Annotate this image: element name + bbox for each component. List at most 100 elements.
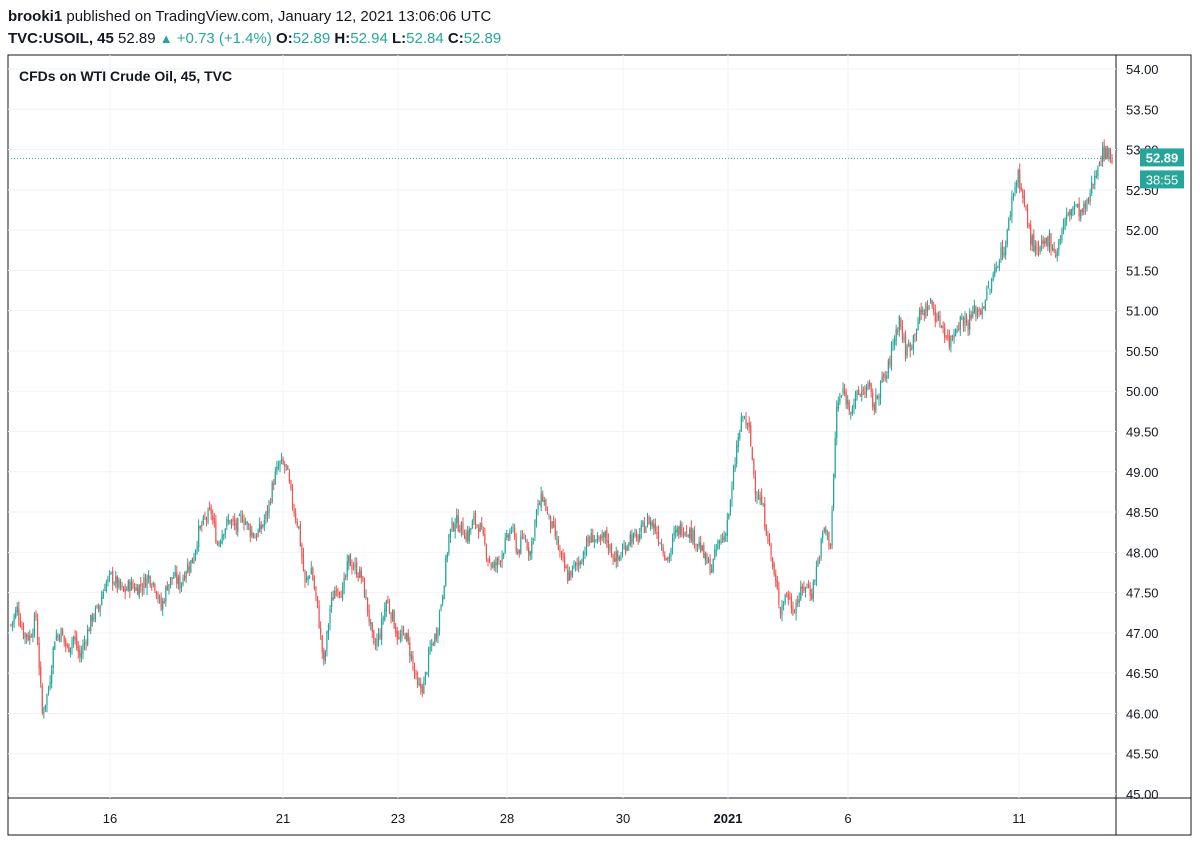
candle-body xyxy=(210,508,212,515)
candle-body xyxy=(165,586,167,602)
candle-body xyxy=(335,590,337,592)
candle-body xyxy=(482,529,484,534)
candle-body xyxy=(448,534,450,554)
candle-body xyxy=(659,542,661,545)
candle-body xyxy=(426,672,428,674)
candle-body xyxy=(391,609,394,621)
author-name[interactable]: brooki1 xyxy=(8,8,63,25)
candle-body xyxy=(191,557,194,564)
y-tick-label: 48.00 xyxy=(1126,545,1159,560)
candle-body xyxy=(177,577,179,584)
candle-body xyxy=(556,537,558,539)
candle-body xyxy=(29,635,31,641)
candle-body xyxy=(534,520,536,537)
ohlc-line: TVC:USOIL, 45 52.89 ▲ +0.73 (+1.4%) O:52… xyxy=(8,28,501,50)
candle-body xyxy=(437,629,439,638)
candle-body xyxy=(221,534,223,544)
candle-body xyxy=(904,335,907,358)
candle-body xyxy=(485,546,488,559)
candle-body xyxy=(1102,147,1104,162)
candle-body xyxy=(155,591,158,597)
candle-body xyxy=(826,532,828,534)
candle-body xyxy=(263,519,265,526)
candle-body xyxy=(252,533,255,538)
candle-body xyxy=(981,308,983,315)
candle-body xyxy=(620,557,622,560)
candle-body xyxy=(817,559,819,567)
candle-body xyxy=(864,391,866,394)
candle-body xyxy=(351,564,353,570)
candle-body xyxy=(825,528,827,533)
candle-body xyxy=(432,643,434,646)
candle-body xyxy=(1111,159,1113,163)
candle-body xyxy=(679,523,681,535)
candle-body xyxy=(395,626,397,634)
candle-body xyxy=(1075,205,1077,206)
candle-body xyxy=(320,628,322,634)
candle-body xyxy=(21,626,23,629)
candle-body xyxy=(323,650,325,660)
candle-body xyxy=(366,597,369,612)
candle-body xyxy=(513,528,516,537)
candle-body xyxy=(579,561,581,565)
candle-body xyxy=(945,337,947,338)
candle-body xyxy=(182,578,184,585)
candle-body xyxy=(614,557,616,563)
candle-body xyxy=(374,644,376,646)
candle-body xyxy=(52,647,54,669)
y-tick-label: 51.00 xyxy=(1126,304,1159,319)
candle-body xyxy=(790,596,792,610)
candle-body xyxy=(1092,183,1094,185)
candle-body xyxy=(216,543,219,545)
candle-body xyxy=(628,543,630,545)
candle-body xyxy=(440,605,442,610)
candle-body xyxy=(279,460,281,467)
candle-body xyxy=(35,613,37,618)
candle-body xyxy=(671,537,674,550)
candle-body xyxy=(205,518,208,520)
candle-body xyxy=(714,549,716,558)
candle-body xyxy=(895,328,897,342)
candle-body xyxy=(574,562,577,566)
candle-body xyxy=(711,570,713,573)
candle-body xyxy=(807,584,810,589)
candle-body xyxy=(811,594,813,599)
candle-body xyxy=(80,652,82,659)
candle-body xyxy=(692,529,694,542)
y-tick-label: 48.50 xyxy=(1126,505,1159,520)
candle-body xyxy=(621,549,624,555)
candle-body xyxy=(1067,212,1069,214)
candle-body xyxy=(1039,246,1041,253)
candle-body xyxy=(58,635,61,641)
candle-body xyxy=(288,472,290,482)
high-label: H: xyxy=(334,30,351,47)
candle-body xyxy=(1045,237,1047,244)
candle-body xyxy=(55,635,57,641)
candle-body xyxy=(700,542,702,552)
candle-body xyxy=(948,335,950,348)
candle-body xyxy=(1062,225,1065,230)
candle-body xyxy=(972,311,974,317)
candle-body xyxy=(956,330,958,332)
candle-body xyxy=(553,521,555,526)
candle-body xyxy=(889,358,891,365)
candle-body xyxy=(312,568,314,580)
candle-body xyxy=(349,554,351,567)
candle-body xyxy=(393,611,395,629)
candle-body xyxy=(302,554,305,571)
candle-body xyxy=(254,537,256,539)
candle-body xyxy=(413,665,416,674)
candle-body xyxy=(160,598,162,610)
candle-body xyxy=(973,304,975,313)
candle-body xyxy=(986,288,988,301)
candle-body xyxy=(412,656,414,664)
candle-body xyxy=(504,538,506,553)
y-tick-label: 45.50 xyxy=(1126,747,1159,762)
candle-body xyxy=(837,402,839,409)
candle-body xyxy=(884,376,886,379)
candle-body xyxy=(151,586,153,588)
candle-body xyxy=(675,530,677,533)
candle-body xyxy=(828,532,830,546)
